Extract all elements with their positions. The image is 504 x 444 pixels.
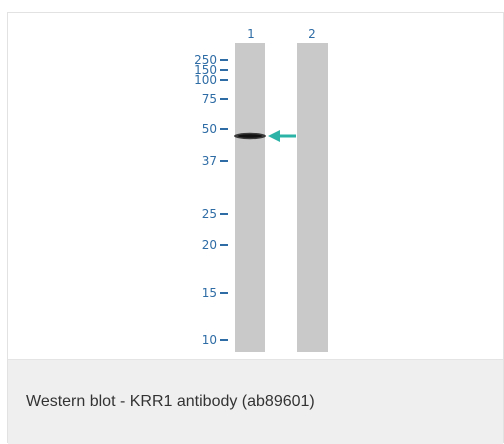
mw-tick <box>220 59 228 61</box>
lane-number-1: 1 <box>247 27 255 41</box>
mw-label: 75 <box>202 92 217 106</box>
western-blot-image: 1 2 250 150 100 75 50 <box>194 27 328 352</box>
mw-tick <box>220 98 228 100</box>
lane-number-2: 2 <box>308 27 316 41</box>
mw-marker-20: 20 <box>202 238 228 252</box>
mw-marker-50: 50 <box>202 122 228 136</box>
mw-marker-150: 150 <box>194 63 228 77</box>
protein-band-core <box>238 134 262 138</box>
mw-tick <box>220 339 228 341</box>
image-card: 1 2 250 150 100 75 50 <box>7 12 504 444</box>
mw-label: 10 <box>202 333 217 347</box>
mw-tick <box>220 160 228 162</box>
mw-tick <box>220 79 228 81</box>
band-arrow-icon <box>268 130 296 142</box>
mw-marker-10: 10 <box>202 333 228 347</box>
mw-label: 20 <box>202 238 217 252</box>
mw-label: 250 <box>194 53 217 67</box>
mw-marker-37: 37 <box>202 154 228 168</box>
mw-marker-15: 15 <box>202 286 228 300</box>
lane-2 <box>297 43 328 352</box>
mw-marker-250: 250 <box>194 53 228 67</box>
mw-label: 25 <box>202 207 217 221</box>
mw-marker-75: 75 <box>202 92 228 106</box>
mw-tick <box>220 244 228 246</box>
mw-marker-100: 100 <box>194 73 228 87</box>
mw-label: 37 <box>202 154 217 168</box>
mw-marker-25: 25 <box>202 207 228 221</box>
mw-label: 100 <box>194 73 217 87</box>
image-caption: Western blot - KRR1 antibody (ab89601) <box>26 393 315 410</box>
mw-tick <box>220 292 228 294</box>
western-blot-figure: 1 2 250 150 100 75 50 <box>8 13 503 359</box>
mw-tick <box>220 69 228 71</box>
mw-label: 150 <box>194 63 217 77</box>
lane-1 <box>235 43 265 352</box>
caption-bar: Western blot - KRR1 antibody (ab89601) <box>8 359 503 444</box>
mw-label: 15 <box>202 286 217 300</box>
mw-label: 50 <box>202 122 217 136</box>
mw-tick <box>220 128 228 130</box>
mw-tick <box>220 213 228 215</box>
